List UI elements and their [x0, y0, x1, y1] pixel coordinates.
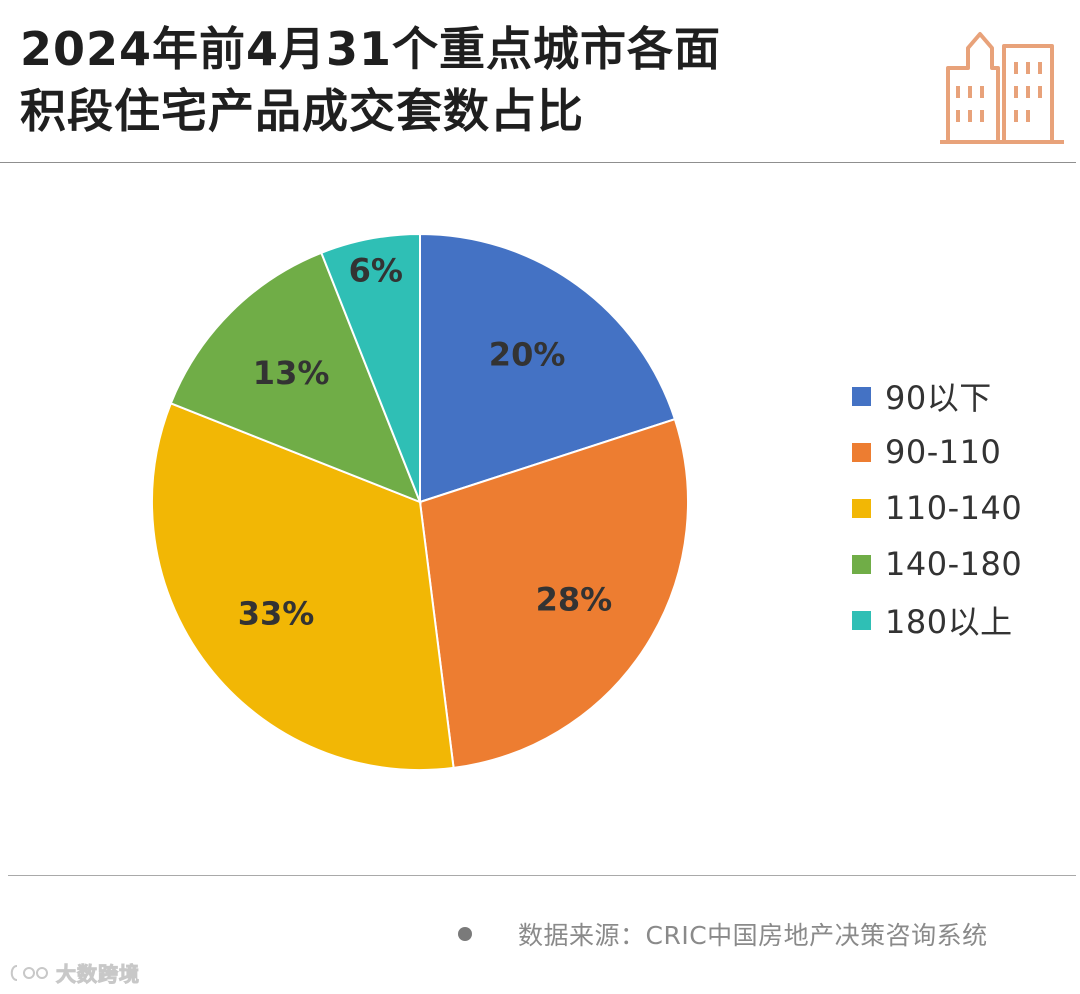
- pie-slice-1: [419, 232, 677, 504]
- legend-item: 140-180: [852, 536, 1022, 592]
- chart-title-line2: 积段住宅产品成交套数占比: [20, 84, 584, 138]
- legend-label: 180以上: [885, 603, 1013, 641]
- legend-swatch: [852, 442, 871, 462]
- brand-text: 大数跨境: [56, 962, 140, 987]
- slice-data-label: 13%: [253, 354, 330, 392]
- chart-title: 2024年前4月31个重点城市各面 积段住宅产品成交套数占比: [20, 18, 900, 142]
- data-source-text: 数据来源：CRIC中国房地产决策咨询系统: [518, 921, 988, 950]
- slice-data-label: 20%: [489, 336, 566, 374]
- header-divider: [0, 162, 1076, 163]
- pie-slice-2: [418, 417, 689, 770]
- brand-logo-icon: [10, 964, 48, 981]
- legend-label: 90-110: [885, 433, 1002, 471]
- legend-item: 180以上: [852, 592, 1022, 648]
- data-source: 数据来源：CRIC中国房地产决策咨询系统: [458, 916, 988, 952]
- legend-swatch: [852, 554, 871, 574]
- chart-legend: 90以下 90-110 110-140 140-180 180以上: [852, 368, 1022, 648]
- bullet-icon: [458, 927, 472, 941]
- city-buildings-icon: [940, 32, 1064, 144]
- slice-data-label: 33%: [238, 595, 315, 633]
- legend-swatch: [852, 498, 871, 518]
- legend-item: 90以下: [852, 368, 1022, 424]
- legend-item: 90-110: [852, 424, 1022, 480]
- slice-data-label: 6%: [349, 251, 403, 289]
- legend-item: 110-140: [852, 480, 1022, 536]
- pie-slice-4: [169, 251, 422, 504]
- legend-label: 110-140: [885, 489, 1023, 527]
- legend-swatch: [852, 386, 871, 406]
- legend-label: 140-180: [885, 545, 1023, 583]
- legend-label: 90以下: [885, 379, 992, 417]
- pie-slice-3: [151, 402, 455, 771]
- brand-watermark: 大数跨境: [8, 958, 140, 987]
- legend-swatch: [852, 610, 871, 630]
- slice-data-label: 28%: [536, 581, 613, 619]
- chart-title-line1: 2024年前4月31个重点城市各面: [20, 22, 722, 76]
- pie-slice-5: [320, 232, 421, 503]
- footer-divider: [8, 875, 1076, 876]
